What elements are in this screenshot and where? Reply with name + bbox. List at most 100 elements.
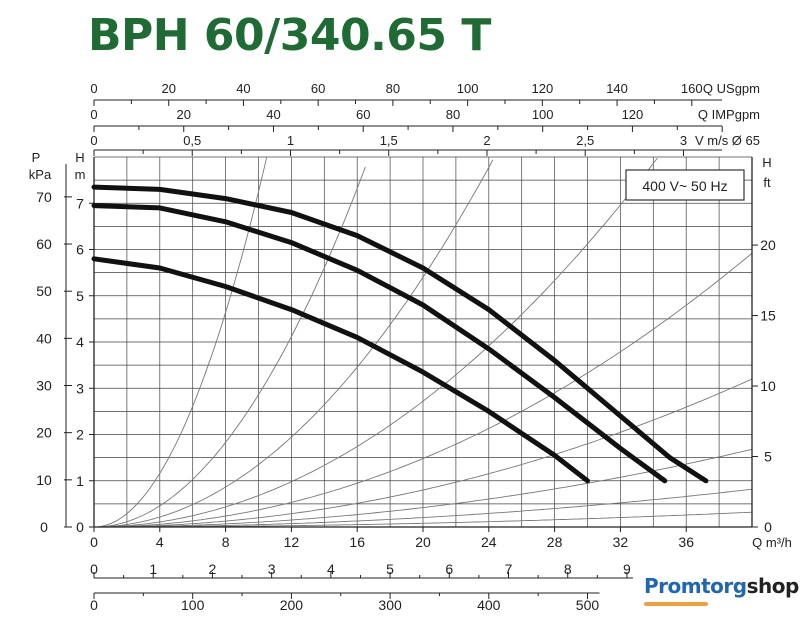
top-axis-tick-label: 160 (681, 81, 703, 96)
top-axis-tick-label: 3 (680, 133, 687, 148)
p-kpa-axis-unit: kPa (29, 167, 52, 182)
bottom-axis-scale-label: 200 (280, 597, 304, 613)
system-curve (94, 488, 753, 528)
h-ft-axis-label: H (762, 155, 771, 170)
x-tick-label: 12 (284, 534, 300, 550)
bottom-axis-scale-label: 8 (564, 561, 572, 577)
bottom-axis-scale-label: 0 (90, 561, 98, 577)
brand-logo-swoosh (644, 602, 708, 606)
top-axis-tick-label: 120 (622, 107, 644, 122)
top-axis-tick-label: 40 (266, 107, 280, 122)
top-axis-tick-label: 1 (287, 133, 294, 148)
bottom-axis-scale-label: 6 (445, 561, 453, 577)
top-axis-tick-label: 140 (606, 81, 628, 96)
h-ft-axis-unit: ft (763, 175, 771, 190)
p-kpa-tick-label: 0 (40, 519, 48, 535)
bottom-axis-scale-label: 100 (181, 597, 205, 613)
h-m-axis-label: H (75, 150, 84, 165)
h-m-tick-label: 2 (76, 427, 84, 443)
x-tick-label: 28 (547, 534, 563, 550)
h-m-tick-label: 7 (76, 195, 84, 211)
top-axis-tick-label: 2,5 (576, 133, 594, 148)
top-axis-tick-label: 20 (161, 81, 175, 96)
x-tick-label: 36 (678, 534, 694, 550)
h-m-tick-label: 6 (76, 242, 84, 258)
h-m-tick-label: 5 (76, 288, 84, 304)
bottom-axis-scale-label: 500 (576, 597, 600, 613)
bottom-axis-scale-label: 1 (149, 561, 157, 577)
top-axis-tick-label: 2 (483, 133, 490, 148)
p-kpa-tick-label: 10 (36, 472, 52, 488)
pump-curve-1 (91, 184, 709, 484)
p-kpa-tick-label: 70 (36, 189, 52, 205)
h-ft-tick-label: 10 (760, 378, 776, 394)
top-axis-tick-label: 1,5 (380, 133, 398, 148)
system-curve (94, 252, 753, 528)
x-tick-label: 0 (90, 534, 98, 550)
p-kpa-tick-label: 40 (36, 330, 52, 346)
system-curve (93, 157, 268, 528)
x-axis-label: Q m³/h (752, 535, 792, 550)
top-axis-tick-label: 80 (386, 81, 400, 96)
legend-box-text: 400 V~ 50 Hz (642, 178, 727, 194)
bottom-axis-scale-label: 5 (386, 561, 394, 577)
h-m-axis-unit: m (75, 167, 86, 182)
x-tick-label: 32 (613, 534, 629, 550)
pump-curves (91, 184, 709, 484)
h-ft-tick-label: 20 (760, 237, 776, 253)
legend-box-frame (625, 169, 745, 201)
top-axis-tick-label: 60 (311, 81, 325, 96)
top-axis-tick-label: 0 (90, 107, 97, 122)
h-ft-tick-label: 5 (764, 449, 772, 465)
system-curve (94, 448, 753, 528)
bottom-axis-scale-label: 300 (378, 597, 402, 613)
x-tick-label: 8 (222, 534, 230, 550)
top-axis-tick-label: 0 (90, 81, 97, 96)
bottom-axis-scale-label: 4 (327, 561, 335, 577)
bottom-axis-scale-label: 7 (505, 561, 513, 577)
top-axis-tick-label: 20 (177, 107, 191, 122)
h-ft-tick-label: 0 (764, 519, 772, 535)
top-axis-tick-label: 0,5 (183, 133, 201, 148)
top-axis-tick-label: 60 (356, 107, 370, 122)
x-tick-label: 20 (415, 534, 431, 550)
top-axis-tick-label: 100 (457, 81, 479, 96)
p-kpa-tick-label: 20 (36, 425, 52, 441)
bottom-axis-scale-label: 400 (477, 597, 501, 613)
axis-labels: 0 4 8 12 16 20 24 28 32 36 Q m³/h01234567Hm0102030… (29, 81, 792, 613)
bottom-axis-scale-label: 2 (209, 561, 217, 577)
h-ft-tick-label: 15 (760, 308, 776, 324)
brand-logo: Promtorgshop (644, 576, 799, 596)
brand-logo-part1: Promtorg (644, 574, 747, 598)
h-m-tick-label: 1 (76, 473, 84, 489)
x-tick-label: 4 (156, 534, 164, 550)
system-curve (93, 166, 366, 528)
pump-curve-3 (91, 256, 590, 484)
system-curve (94, 378, 753, 528)
top-axis-tick-label: 40 (236, 81, 250, 96)
bottom-axis-scale-label: 3 (268, 561, 276, 577)
system-curve (94, 157, 658, 528)
top-axis-label: Q IMPgpm (698, 107, 760, 122)
h-m-tick-label: 0 (76, 519, 84, 535)
h-m-tick-label: 3 (76, 380, 84, 396)
bottom-axis-scale-label: 9 (623, 561, 631, 577)
x-tick-label: 24 (481, 534, 497, 550)
p-kpa-tick-label: 30 (36, 378, 52, 394)
top-axis-tick-label: 0 (90, 133, 97, 148)
pump-curve-2 (91, 203, 668, 484)
p-kpa-axis-label: P (32, 150, 41, 165)
h-m-tick-label: 4 (76, 334, 84, 350)
x-tick-label: 16 (349, 534, 365, 550)
top-axis-label: Q USgpm (703, 81, 760, 96)
top-axis-tick-label: 100 (532, 107, 554, 122)
top-axis-tick-label: 80 (446, 107, 460, 122)
top-axis-label: V m/s Ø 65 (695, 133, 760, 148)
axes (64, 99, 758, 599)
chart-title: BPH 60/340.65 T (88, 10, 491, 61)
brand-logo-part2: shop (746, 574, 800, 598)
p-kpa-tick-label: 60 (36, 236, 52, 252)
bottom-axis-scale-label: 0 (90, 597, 98, 613)
legend-box: 400 V~ 50 Hz (625, 169, 745, 201)
